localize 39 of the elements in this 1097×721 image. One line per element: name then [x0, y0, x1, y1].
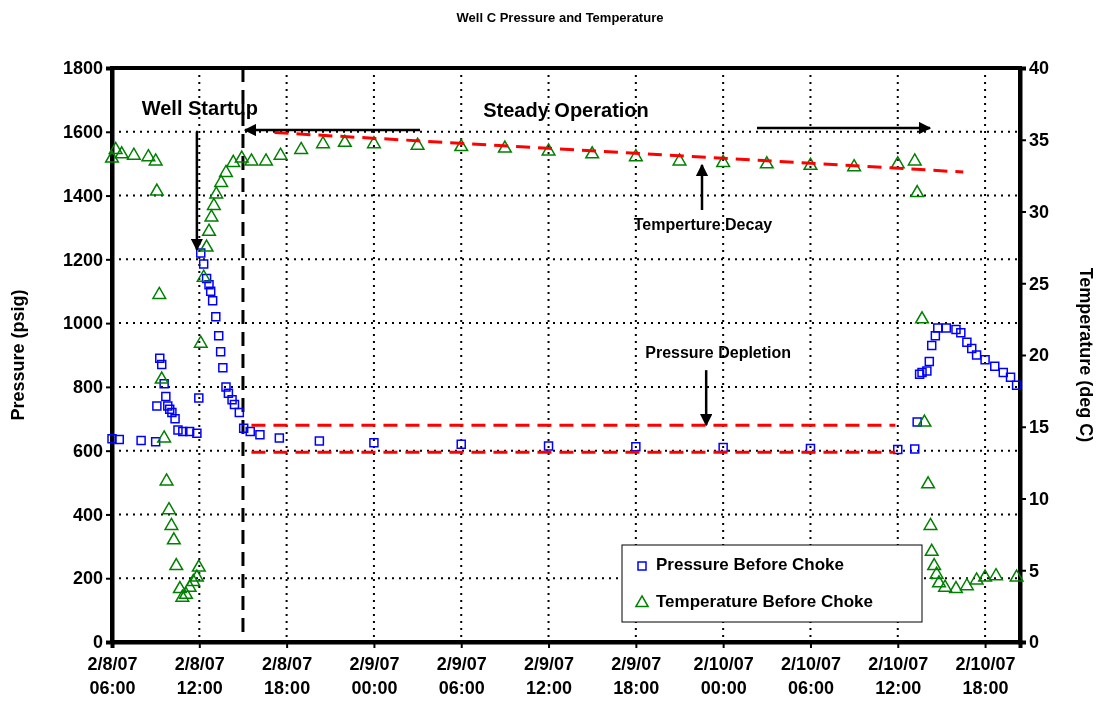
- y2-tick-label: 25: [1029, 273, 1050, 294]
- y-tick-label: 800: [72, 377, 103, 398]
- y2-tick-label: 40: [1029, 58, 1050, 79]
- y2-tick-label: 35: [1029, 130, 1050, 151]
- y-tick-label: 1800: [62, 58, 103, 79]
- y-tick-label: 600: [72, 440, 103, 461]
- legend-label: Temperature Before Choke: [656, 592, 873, 612]
- y2-tick-label: 5: [1029, 560, 1040, 581]
- x-tick-label: 2/8/07 06:00: [87, 654, 138, 698]
- y-tick-label: 1200: [62, 249, 103, 270]
- x-tick-label: 2/10/07 12:00: [868, 654, 929, 698]
- x-tick-label: 2/10/07 06:00: [780, 654, 841, 698]
- chart-title: Well C Pressure and Temperature: [456, 10, 664, 25]
- x-tick-label: 2/9/07 18:00: [611, 654, 662, 698]
- y-tick-label: 1400: [62, 185, 103, 206]
- annotation: Well Startup: [141, 97, 259, 120]
- x-tick-label: 2/9/07 06:00: [436, 654, 487, 698]
- y-tick-label: 400: [72, 504, 103, 525]
- y2-tick-label: 20: [1029, 345, 1050, 366]
- x-tick-label: 2/9/07 00:00: [349, 654, 400, 698]
- y-axis-title: Pressure (psig): [8, 289, 28, 421]
- y-tick-label: 1000: [62, 313, 103, 334]
- y-tick-label: 0: [92, 632, 103, 653]
- annotation: Steady Operation: [483, 99, 649, 122]
- x-tick-label: 2/8/07 12:00: [174, 654, 225, 698]
- y2-tick-label: 10: [1029, 488, 1050, 509]
- y2-tick-label: 0: [1029, 632, 1040, 653]
- y-tick-label: 1600: [62, 122, 103, 143]
- x-tick-label: 2/8/07 18:00: [262, 654, 313, 698]
- y2-axis-title: Temperature (deg C): [1076, 267, 1096, 443]
- annotation: Temperture Decay: [633, 216, 773, 234]
- x-tick-label: 2/10/07 00:00: [693, 654, 754, 698]
- y-tick-label: 200: [72, 568, 103, 589]
- y2-tick-label: 30: [1029, 201, 1050, 222]
- y2-tick-label: 15: [1029, 417, 1050, 438]
- x-tick-label: 2/9/07 12:00: [524, 654, 575, 698]
- legend-label: Pressure Before Choke: [656, 555, 845, 575]
- annotation: Pressure Depletion: [645, 344, 792, 362]
- x-tick-label: 2/10/07 18:00: [955, 654, 1016, 698]
